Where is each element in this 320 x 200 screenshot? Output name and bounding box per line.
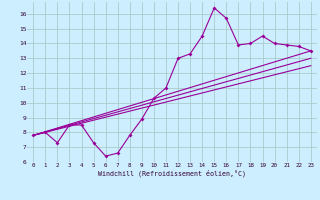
X-axis label: Windchill (Refroidissement éolien,°C): Windchill (Refroidissement éolien,°C) [98,169,246,177]
